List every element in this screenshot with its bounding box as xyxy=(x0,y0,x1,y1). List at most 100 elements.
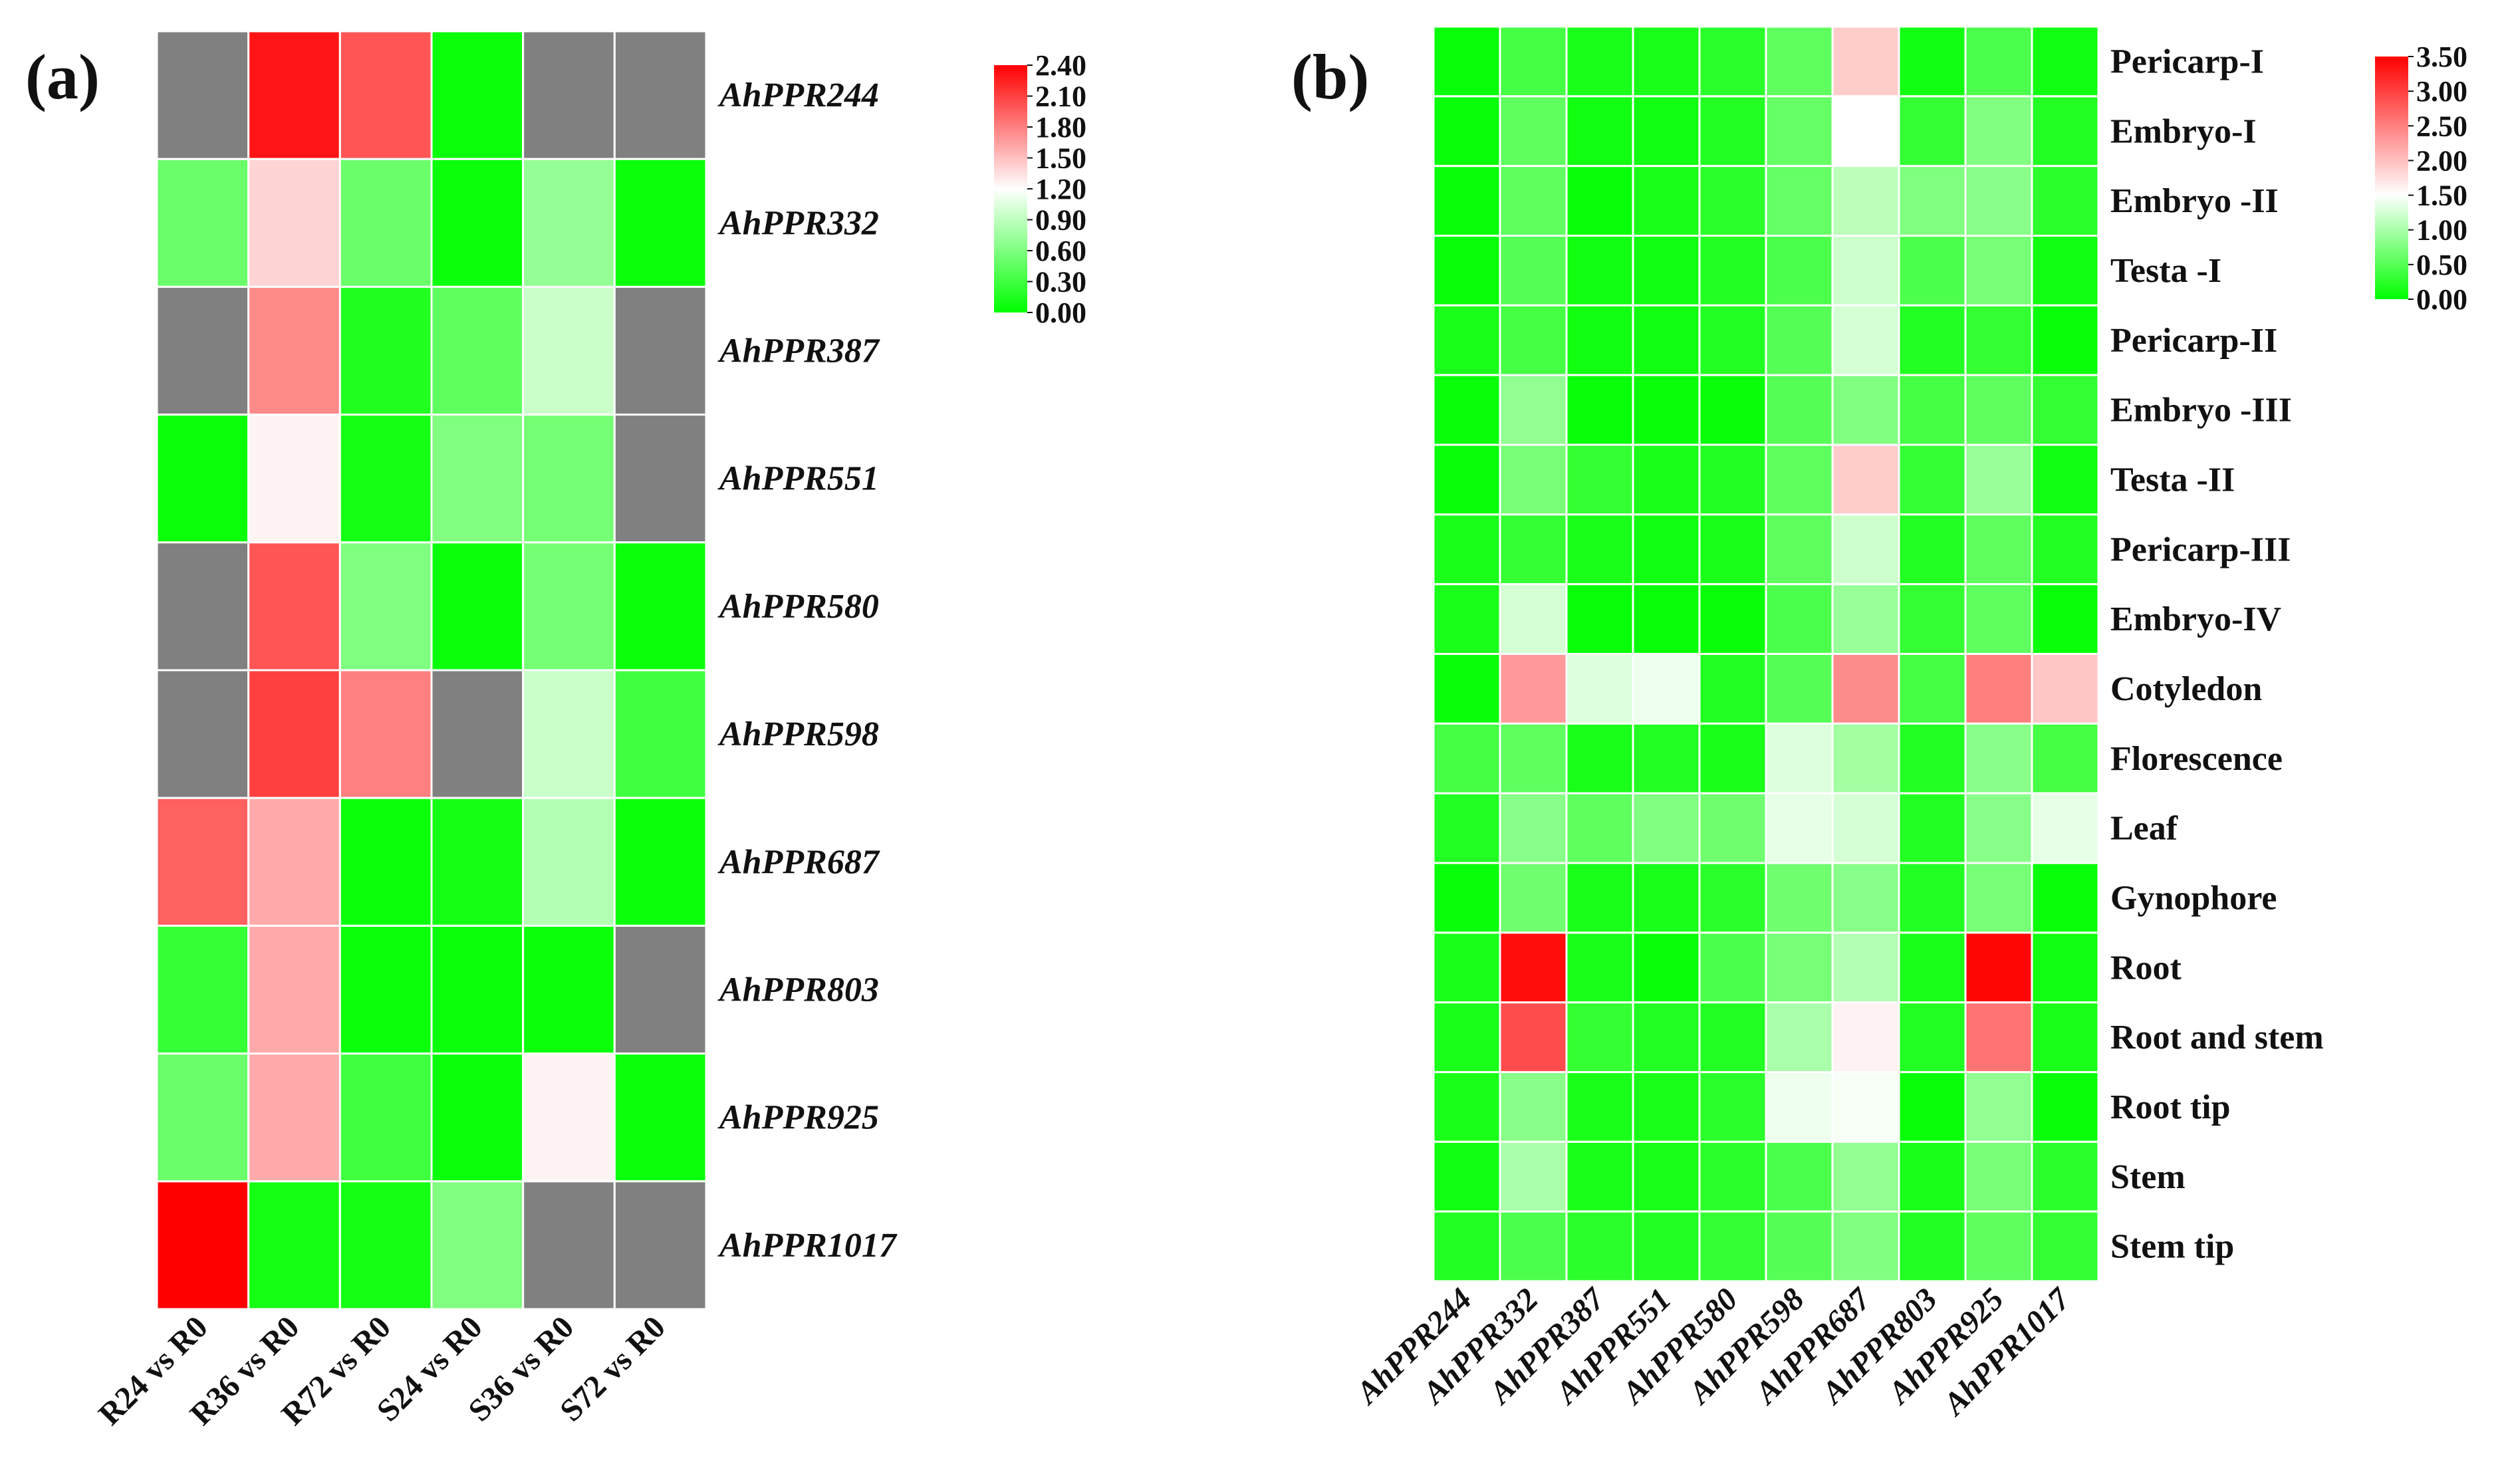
heatmap-cell-AhPPR1017-2 xyxy=(247,1180,341,1310)
heatmap-cell-Embryo -III-10 xyxy=(2031,374,2100,446)
heatmap-cell-AhPPR387-2 xyxy=(247,285,341,416)
heatmap-cell-Root-7 xyxy=(1831,931,1900,1004)
heatmap-cell-Root tip-3 xyxy=(1565,1071,1634,1143)
heatmap-cell-Embryo -III-6 xyxy=(1765,374,1834,446)
heatmap-cell-AhPPR925-5 xyxy=(522,1052,616,1183)
heatmap-cell-Gynophore-2 xyxy=(1499,862,1568,934)
heatmap-cell-Embryo-IV-4 xyxy=(1632,583,1701,656)
heatmap-cell-Embryo-IV-2 xyxy=(1499,583,1568,656)
colorbar-tick-label: 2.00 xyxy=(2416,144,2467,177)
colorbar-tick-label: 2.50 xyxy=(2416,110,2467,142)
heatmap-cell-AhPPR925-2 xyxy=(247,1052,341,1183)
heatmap-cell-Embryo-IV-5 xyxy=(1698,583,1767,656)
colorbar-tick-label: 1.50 xyxy=(1035,142,1086,175)
tissue-label: Embryo -II xyxy=(2110,182,2279,220)
heatmap-cell-Root-9 xyxy=(1964,931,2033,1004)
colorbar-b-gradient xyxy=(2375,57,2408,299)
heatmap-cell-Cotyledon-9 xyxy=(1964,653,2033,725)
heatmap-cell-Leaf-7 xyxy=(1831,792,1900,864)
heatmap-b-column-labels: AhPPR244AhPPR332AhPPR387AhPPR551AhPPR580… xyxy=(1348,1281,2078,1423)
heatmap-cell-Florescence-8 xyxy=(1898,722,1967,795)
colorbar-tick-label: 3.00 xyxy=(2416,75,2467,108)
heatmap-cell-Pericarp-II-4 xyxy=(1632,304,1701,376)
heatmap-cell-AhPPR1017-6 xyxy=(613,1180,707,1310)
heatmap-cell-AhPPR387-5 xyxy=(522,285,616,416)
heatmap-cell-Pericarp-I-3 xyxy=(1565,25,1634,98)
heatmap-cell-Embryo -II-2 xyxy=(1499,165,1568,237)
heatmap-cell-Root-4 xyxy=(1632,931,1701,1004)
tissue-label: Stem tip xyxy=(2110,1228,2234,1266)
tissue-label: Root xyxy=(2110,949,2182,987)
heatmap-cell-Root tip-1 xyxy=(1432,1071,1501,1143)
colorbar-tick-label: 1.00 xyxy=(2416,214,2467,247)
heatmap-cell-Pericarp-II-9 xyxy=(1964,304,2033,376)
heatmap-cell-Stem-1 xyxy=(1432,1140,1501,1213)
tissue-label: Embryo -III xyxy=(2110,392,2292,430)
heatmap-cell-Embryo-I-1 xyxy=(1432,95,1501,168)
heatmap-b-row-labels: Pericarp-I Embryo-I Embryo -II Testa -I Peri… xyxy=(2110,43,2324,1265)
heatmap-cell-AhPPR925-4 xyxy=(430,1052,525,1183)
heatmap-cell-Stem tip-8 xyxy=(1898,1210,1967,1283)
tissue-label: Stem xyxy=(2110,1158,2186,1196)
heatmap-cell-Root tip-6 xyxy=(1765,1071,1834,1143)
colorbar-tick-label: 0.50 xyxy=(2416,249,2467,281)
heatmap-cell-Embryo -II-3 xyxy=(1565,165,1634,237)
heatmap-cell-Cotyledon-10 xyxy=(2031,653,2100,725)
heatmap-cell-AhPPR551-5 xyxy=(522,414,616,544)
heatmap-cell-Root-6 xyxy=(1765,931,1834,1004)
heatmap-cell-AhPPR387-4 xyxy=(430,285,525,416)
heatmap-cell-Pericarp-I-10 xyxy=(2031,25,2100,98)
heatmap-cell-Testa -I-3 xyxy=(1565,235,1634,307)
heatmap-cell-Root tip-2 xyxy=(1499,1071,1568,1143)
heatmap-cell-Florescence-9 xyxy=(1964,722,2033,795)
tissue-label: Pericarp-II xyxy=(2110,322,2277,360)
heatmap-cell-Gynophore-4 xyxy=(1632,862,1701,934)
heatmap-cell-AhPPR244-6 xyxy=(613,30,707,160)
heatmap-cell-AhPPR580-5 xyxy=(522,541,616,672)
heatmap-cell-Pericarp-II-10 xyxy=(2031,304,2100,376)
heatmap-cell-Stem tip-6 xyxy=(1765,1210,1834,1283)
heatmap-cell-Testa -II-2 xyxy=(1499,443,1568,516)
heatmap-cell-Testa -I-9 xyxy=(1964,235,2033,307)
heatmap-cell-Leaf-3 xyxy=(1565,792,1634,864)
heatmap-cell-Stem-9 xyxy=(1964,1140,2033,1213)
heatmap-cell-Testa -I-7 xyxy=(1831,235,1900,307)
tissue-label: Florescence xyxy=(2110,740,2283,778)
tissue-label: Leaf xyxy=(2110,810,2178,848)
heatmap-cell-AhPPR580-3 xyxy=(338,541,433,672)
heatmap-cell-Embryo-I-2 xyxy=(1499,95,1568,168)
row-label: AhPPR925 xyxy=(717,1099,879,1137)
heatmap-cell-Pericarp-II-3 xyxy=(1565,304,1634,376)
heatmap-cell-Gynophore-9 xyxy=(1964,862,2033,934)
heatmap-cell-Testa -II-10 xyxy=(2031,443,2100,516)
heatmap-cell-AhPPR1017-1 xyxy=(156,1180,250,1310)
heatmap-cell-Florescence-4 xyxy=(1632,722,1701,795)
colorbar-a: 2.402.101.801.501.200.900.600.300.00 xyxy=(994,49,1086,329)
heatmap-cell-AhPPR687-3 xyxy=(338,797,433,927)
heatmap-b-cells xyxy=(1432,25,2100,1283)
heatmap-cell-AhPPR1017-3 xyxy=(338,1180,433,1310)
heatmap-cell-Root tip-10 xyxy=(2031,1071,2100,1143)
heatmap-a-cells xyxy=(156,30,707,1310)
heatmap-cell-Cotyledon-2 xyxy=(1499,653,1568,725)
heatmap-cell-Stem-5 xyxy=(1698,1140,1767,1213)
heatmap-cell-Embryo-IV-7 xyxy=(1831,583,1900,656)
heatmap-cell-Pericarp-I-9 xyxy=(1964,25,2033,98)
heatmap-cell-AhPPR580-6 xyxy=(613,541,707,672)
colorbar-tick-label: 0.60 xyxy=(1035,235,1086,267)
heatmap-cell-AhPPR1017-4 xyxy=(430,1180,525,1310)
heatmap-cell-Embryo-I-10 xyxy=(2031,95,2100,168)
tissue-label: Embryo-I xyxy=(2110,112,2257,150)
heatmap-cell-Pericarp-I-4 xyxy=(1632,25,1701,98)
heatmap-cell-Testa -II-5 xyxy=(1698,443,1767,516)
heatmap-cell-Stem tip-4 xyxy=(1632,1210,1701,1283)
heatmap-cell-Florescence-5 xyxy=(1698,722,1767,795)
heatmap-cell-Embryo-I-4 xyxy=(1632,95,1701,168)
heatmap-cell-Pericarp-I-1 xyxy=(1432,25,1501,98)
heatmap-cell-Embryo -II-5 xyxy=(1698,165,1767,237)
colorbar-tick-label: 1.50 xyxy=(2416,180,2467,212)
heatmap-cell-Cotyledon-8 xyxy=(1898,653,1967,725)
heatmap-cell-Testa -II-8 xyxy=(1898,443,1967,516)
heatmap-cell-AhPPR687-5 xyxy=(522,797,616,927)
heatmap-cell-Embryo-IV-1 xyxy=(1432,583,1501,656)
